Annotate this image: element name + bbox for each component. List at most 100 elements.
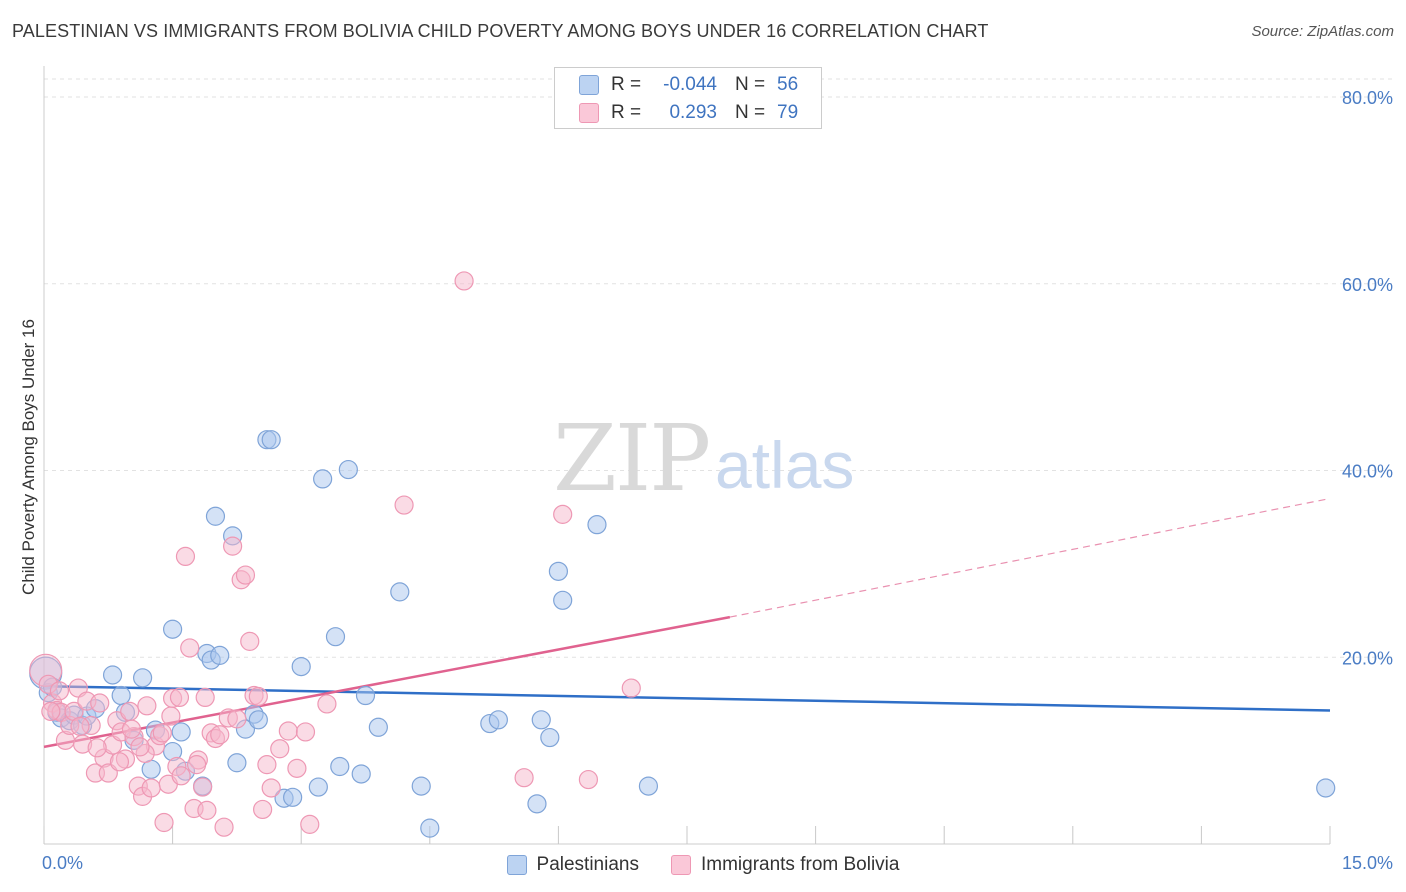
point-palestinians [291, 656, 311, 677]
point-bolivia [235, 565, 256, 585]
point-bolivia [514, 768, 534, 788]
point-palestinians [210, 645, 230, 665]
point-bolivia [187, 755, 207, 775]
stats-r-label: R = [611, 74, 642, 95]
point-bolivia [137, 696, 157, 716]
watermark: ZIP atlas [553, 405, 854, 512]
point-bolivia [214, 817, 234, 837]
point-palestinians [587, 515, 607, 535]
stats-r-value: -0.044 [663, 74, 717, 95]
stats-n-label: N = [735, 74, 766, 95]
stats-r-label: R = [611, 102, 642, 123]
data-points [29, 271, 1336, 838]
point-bolivia [90, 693, 110, 713]
point-palestinians [638, 776, 659, 796]
point-bolivia [287, 758, 307, 778]
point-palestinians [163, 619, 183, 639]
point-bolivia [257, 755, 277, 775]
point-bolivia [578, 769, 599, 790]
point-bolivia [454, 271, 474, 291]
stats-n-label: N = [735, 102, 766, 123]
point-bolivia [154, 812, 174, 833]
point-bolivia [109, 752, 130, 772]
point-bolivia [394, 495, 414, 515]
point-bolivia [240, 631, 260, 651]
stats-n-value: 56 [777, 74, 799, 95]
point-bolivia [70, 716, 90, 736]
point-bolivia [87, 738, 107, 758]
legend-item-bolivia[interactable]: Immigrants from Bolivia [670, 854, 899, 876]
y-tick-label: 20.0% [1342, 648, 1393, 668]
point-bolivia [193, 777, 213, 797]
stats-n-value: 79 [777, 102, 799, 123]
point-palestinians [330, 756, 350, 777]
point-palestinians [553, 590, 573, 610]
watermark-zip: ZIP [553, 405, 709, 512]
legend-swatch-blue [506, 855, 527, 875]
legend-item-palestinians[interactable]: Palestinians [506, 854, 639, 876]
point-palestinians [411, 776, 431, 796]
point-palestinians [313, 469, 333, 489]
x-tick-label: 15.0% [1342, 853, 1393, 873]
point-palestinians [308, 777, 328, 797]
point-bolivia [41, 701, 61, 722]
stats-row-bolivia: R = 0.293 N = 79 [579, 100, 798, 126]
point-palestinians [227, 753, 247, 773]
point-palestinians [171, 722, 191, 742]
point-palestinians [351, 764, 371, 784]
point-palestinians [488, 710, 508, 730]
point-bolivia [300, 814, 320, 834]
point-bolivia [197, 800, 217, 820]
point-palestinians [1316, 778, 1336, 798]
point-bolivia [210, 725, 230, 745]
point-bolivia [621, 678, 641, 698]
point-bolivia [130, 737, 150, 757]
point-bolivia [553, 504, 573, 524]
point-bolivia [169, 687, 190, 708]
point-palestinians [531, 710, 551, 730]
point-palestinians [132, 668, 153, 688]
point-bolivia [195, 687, 215, 708]
point-bolivia [152, 723, 172, 743]
point-bolivia [175, 546, 196, 567]
point-palestinians [205, 506, 226, 526]
chart-source: Source: ZipAtlas.com [1251, 23, 1394, 40]
point-bolivia [49, 681, 70, 701]
stats-swatch-blue [579, 75, 599, 95]
y-tick-label: 60.0% [1342, 275, 1393, 295]
y-axis-label: Child Poverty Among Boys Under 16 [19, 319, 38, 595]
point-palestinians [540, 727, 560, 748]
point-palestinians [527, 794, 547, 814]
point-palestinians [102, 665, 123, 685]
point-bolivia [161, 706, 181, 726]
point-bolivia [180, 638, 200, 658]
point-bolivia [227, 709, 247, 729]
legend-swatch-pink [670, 855, 691, 875]
y-tick-label: 80.0% [1342, 88, 1393, 108]
point-bolivia [317, 694, 337, 714]
legend-label-palestinians: Palestinians [536, 854, 639, 875]
point-bolivia [270, 739, 290, 759]
point-bolivia [120, 701, 140, 722]
stats-r-value: 0.293 [669, 102, 717, 123]
point-palestinians [368, 717, 388, 737]
point-palestinians [111, 685, 131, 706]
trend-line-bolivia-extension [729, 497, 1331, 618]
point-palestinians [390, 582, 410, 602]
point-palestinians [420, 818, 440, 838]
point-bolivia [248, 686, 268, 707]
point-bolivia [278, 721, 298, 741]
point-palestinians [261, 430, 281, 450]
point-palestinians [283, 787, 303, 807]
y-tick-label: 40.0% [1342, 462, 1393, 482]
point-palestinians [338, 459, 358, 480]
point-bolivia [171, 766, 191, 786]
point-palestinians [325, 627, 346, 647]
point-bolivia [223, 536, 243, 556]
point-bolivia [141, 778, 161, 798]
tick-labels: 20.0% 40.0% 60.0% 80.0% 0.0% 15.0% [42, 88, 1393, 873]
point-palestinians [355, 685, 376, 706]
point-bolivia [121, 719, 142, 739]
point-bolivia [261, 778, 281, 798]
